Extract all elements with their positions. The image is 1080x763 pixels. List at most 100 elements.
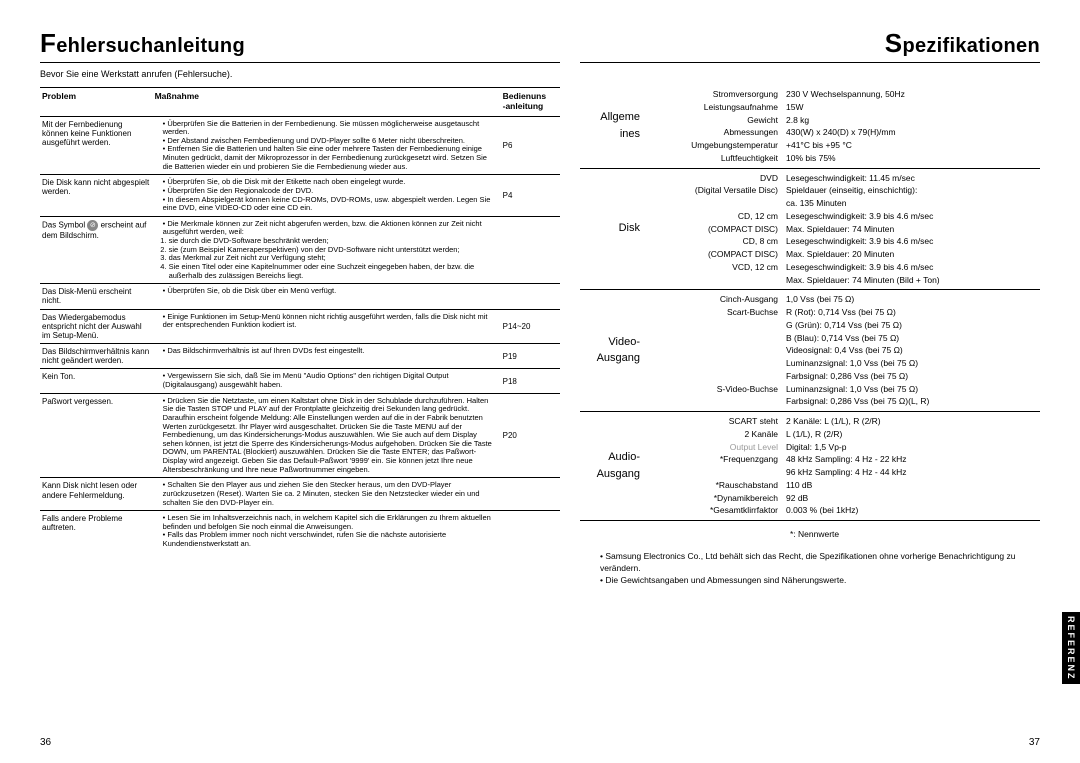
spec-value: 430(W) x 240(D) x 79(H)/mm	[782, 126, 1040, 139]
ref-cell	[501, 216, 560, 283]
spec-label: 2 Kanäle	[644, 428, 782, 441]
right-title-rest: pezifikationen	[902, 35, 1040, 57]
spec-group-name: Audio-Ausgang	[580, 412, 644, 521]
spec-label: CD, 12 cm	[644, 210, 782, 223]
spec-label: *Dynamikbereich	[644, 492, 782, 505]
notes-list: Samsung Electronics Co., Ltd behält sich…	[580, 551, 1040, 587]
spec-label: Leistungsaufnahme	[644, 101, 782, 114]
note-item: Samsung Electronics Co., Ltd behält sich…	[600, 551, 1040, 575]
problem-cell: Mit der Fernbedienung können keine Funkt…	[40, 116, 153, 175]
left-title-initial: F	[40, 28, 56, 58]
spec-value: 0.003 % (bei 1kHz)	[782, 504, 1040, 520]
th-problem: Problem	[40, 88, 153, 117]
ref-cell: P6	[501, 116, 560, 175]
left-title: Fehlersuchanleitung	[40, 28, 560, 59]
spec-label: VCD, 12 cm	[644, 261, 782, 274]
problem-cell: Die Disk kann nicht abgespielt werden.	[40, 175, 153, 217]
action-cell: Überprüfen Sie, ob die Disk über ein Men…	[153, 284, 501, 309]
spec-value: Lesegeschwindigkeit: 3.9 bis 4.6 m/sec	[782, 235, 1040, 248]
right-title: Spezifikationen	[580, 28, 1040, 59]
spec-group-name: Allgemeines	[580, 88, 644, 168]
spec-value: 92 dB	[782, 492, 1040, 505]
ref-cell: P19	[501, 344, 560, 369]
ref-cell	[501, 511, 560, 552]
spec-label: Cinch-Ausgang	[644, 290, 782, 306]
action-cell: Vergewissern Sie sich, daß Sie im Menü "…	[153, 369, 501, 393]
spec-value: Lesegeschwindigkeit: 3.9 bis 4.6 m/sec	[782, 261, 1040, 274]
page-number-left: 36	[40, 737, 51, 748]
spec-label: *Frequenzgang	[644, 453, 782, 466]
problem-cell: Kein Ton.	[40, 369, 153, 393]
spec-value: R (Rot): 0,714 Vss (bei 75 Ω)	[782, 306, 1040, 319]
ref-cell: P18	[501, 369, 560, 393]
spec-value: 96 kHz Sampling: 4 Hz - 44 kHz	[782, 466, 1040, 479]
left-rule	[40, 62, 560, 63]
spec-label: S-Video-Buchse	[644, 383, 782, 396]
spec-label: *Gesamtklirrfaktor	[644, 504, 782, 520]
spec-label: Abmessungen	[644, 126, 782, 139]
spec-value: ca. 135 Minuten	[782, 197, 1040, 210]
spec-table: AllgemeinesStromversorgung230 V Wechsels…	[580, 88, 1040, 521]
ref-cell	[501, 284, 560, 309]
spec-label	[644, 274, 782, 290]
action-cell: Drücken Sie die Netztaste, um einen Kalt…	[153, 393, 501, 478]
spec-group-name: Disk	[580, 168, 644, 290]
spec-value: Farbsignal: 0,286 Vss (bei 75 Ω)(L, R)	[782, 395, 1040, 411]
ref-cell: P20	[501, 393, 560, 478]
spec-value: Videosignal: 0,4 Vss (bei 75 Ω)	[782, 344, 1040, 357]
ref-cell: P4	[501, 175, 560, 217]
action-cell: Schalten Sie den Player aus und ziehen S…	[153, 478, 501, 511]
spec-value: Farbsignal: 0,286 Vss (bei 75 Ω)	[782, 370, 1040, 383]
th-ref: Bedienuns-anleitung	[501, 88, 560, 117]
spec-label: Umgebungstemperatur	[644, 139, 782, 152]
spec-label: Gewicht	[644, 114, 782, 127]
spec-value: 10% bis 75%	[782, 152, 1040, 168]
ref-cell: P14~20	[501, 309, 560, 344]
spec-value: 110 dB	[782, 479, 1040, 492]
spec-value: 2 Kanäle: L (1/L), R (2/R)	[782, 412, 1040, 428]
left-title-rest: ehlersuchanleitung	[56, 35, 245, 57]
spec-value: +41°C bis +95 °C	[782, 139, 1040, 152]
spec-value: 2.8 kg	[782, 114, 1040, 127]
spec-value: G (Grün): 0,714 Vss (bei 75 Ω)	[782, 319, 1040, 332]
ref-cell	[501, 478, 560, 511]
action-cell: Einige Funktionen im Setup-Menü können n…	[153, 309, 501, 344]
spec-label: Luftfeuchtigkeit	[644, 152, 782, 168]
spec-value: Luminanzsignal: 1,0 Vss (bei 75 Ω)	[782, 383, 1040, 396]
spec-label: Stromversorgung	[644, 88, 782, 101]
spec-label: DVD	[644, 168, 782, 184]
spec-value: Luminanzsignal: 1,0 Vss (bei 75 Ω)	[782, 357, 1040, 370]
spec-value: B (Blau): 0,714 Vss (bei 75 Ω)	[782, 332, 1040, 345]
action-cell: Das Bildschirmverhältnis ist auf Ihren D…	[153, 344, 501, 369]
intro-text: Bevor Sie eine Werkstatt anrufen (Fehler…	[40, 69, 560, 79]
spec-value: Digital: 1,5 Vp-p	[782, 441, 1040, 454]
side-tab-referenz: REFERENZ	[1062, 612, 1080, 684]
spec-value: Lesegeschwindigkeit: 11.45 m/sec	[782, 168, 1040, 184]
spec-label	[644, 344, 782, 357]
spec-value: Spieldauer (einseitig, einschichtig):	[782, 184, 1040, 197]
right-rule	[580, 62, 1040, 63]
spec-label	[644, 332, 782, 345]
spec-group-name: Video-Ausgang	[580, 290, 644, 412]
spec-value: Max. Spieldauer: 74 Minuten (Bild + Ton)	[782, 274, 1040, 290]
problem-cell: Paßwort vergessen.	[40, 393, 153, 478]
problem-cell: Das Wiedergabemodus entspricht nicht der…	[40, 309, 153, 344]
spec-value: L (1/L), R (2/R)	[782, 428, 1040, 441]
spec-value: 1,0 Vss (bei 75 Ω)	[782, 290, 1040, 306]
problem-cell: Das Bildschirmverhältnis kann nicht geän…	[40, 344, 153, 369]
spec-label: (COMPACT DISC)	[644, 248, 782, 261]
spec-value: 48 kHz Sampling: 4 Hz - 22 kHz	[782, 453, 1040, 466]
spec-label: (COMPACT DISC)	[644, 223, 782, 236]
spec-label: CD, 8 cm	[644, 235, 782, 248]
problem-cell: Falls andere Probleme auftreten.	[40, 511, 153, 552]
spec-label: *Rauschabstand	[644, 479, 782, 492]
spec-value: Max. Spieldauer: 20 Minuten	[782, 248, 1040, 261]
problem-cell: Kann Disk nicht lesen oder andere Fehler…	[40, 478, 153, 511]
stop-icon: ⊘	[87, 220, 98, 231]
action-cell: Überprüfen Sie die Batterien in der Fern…	[153, 116, 501, 175]
troubleshoot-table: Problem Maßnahme Bedienuns-anleitung Mit…	[40, 87, 560, 552]
spec-label	[644, 197, 782, 210]
spec-value: 230 V Wechselspannung, 50Hz	[782, 88, 1040, 101]
problem-cell: Das Disk-Menü erscheint nicht.	[40, 284, 153, 309]
problem-cell: Das Symbol ⊘ erscheint auf dem Bildschir…	[40, 216, 153, 283]
